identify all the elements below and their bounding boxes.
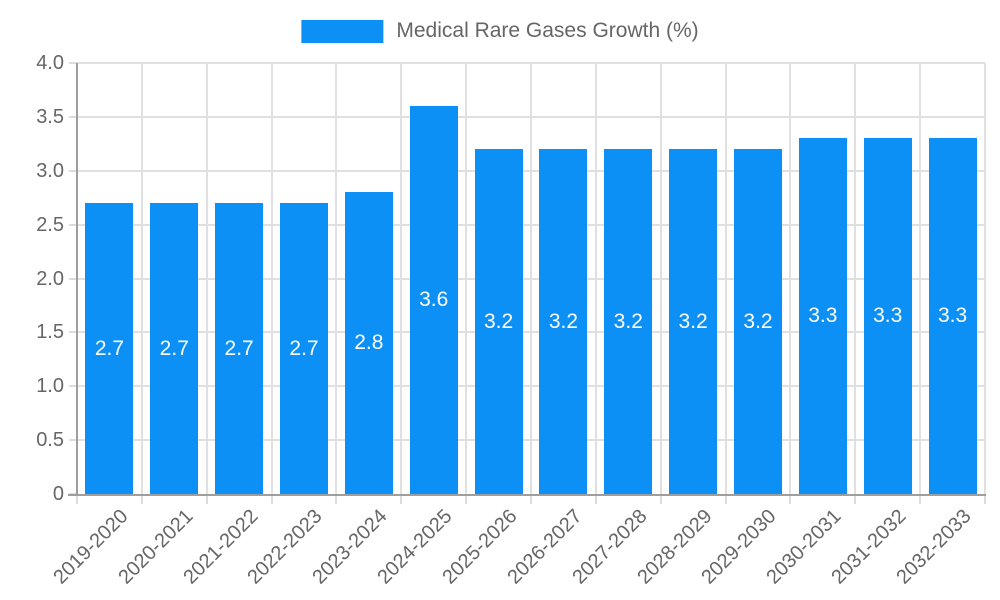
x-gridline <box>789 63 792 494</box>
bar[interactable] <box>539 149 588 494</box>
bar-value-label: 3.2 <box>613 309 643 333</box>
bar[interactable] <box>215 203 264 494</box>
y-tick-mark <box>69 169 77 172</box>
y-tick-mark <box>69 385 77 388</box>
bar[interactable] <box>85 203 134 494</box>
x-axis-line <box>68 494 986 496</box>
x-tick-mark <box>919 494 922 504</box>
x-tick-mark <box>400 494 403 504</box>
y-axis-tick-label: 4.0 <box>36 52 64 74</box>
y-axis-tick-label: 0.5 <box>36 429 64 452</box>
x-gridline <box>140 63 143 494</box>
x-tick-mark <box>465 494 468 504</box>
y-axis-tick-label: 1.0 <box>36 375 64 398</box>
x-tick-mark <box>530 494 532 504</box>
legend-item[interactable]: Medical Rare Gases Growth (%) <box>301 19 699 43</box>
y-axis-line <box>76 63 78 496</box>
bar[interactable] <box>798 138 847 494</box>
legend-label: Medical Rare Gases Growth (%) <box>396 19 699 42</box>
x-tick-mark <box>659 494 662 504</box>
bar-value-label: 3.2 <box>678 309 708 333</box>
bar-value-label: 3.3 <box>808 304 838 328</box>
x-gridline <box>594 63 597 494</box>
y-tick-mark <box>69 331 77 334</box>
y-axis-tick-label: 0 <box>52 483 64 505</box>
x-gridline <box>205 63 208 494</box>
x-gridline <box>530 63 532 494</box>
bar[interactable] <box>409 106 458 494</box>
bar[interactable] <box>734 149 782 494</box>
bar-value-label: 2.7 <box>159 336 189 360</box>
bar[interactable] <box>669 149 718 494</box>
bar-value-label: 2.7 <box>224 336 254 360</box>
bar[interactable] <box>604 149 653 494</box>
x-gridline <box>659 63 662 494</box>
x-tick-mark <box>984 494 986 504</box>
bar-value-label: 3.2 <box>483 309 514 333</box>
y-tick-mark <box>69 439 77 442</box>
bar-value-label: 2.7 <box>289 336 319 360</box>
y-axis-tick-label: 2.5 <box>36 213 64 236</box>
y-tick-mark <box>69 62 77 64</box>
y-tick-mark <box>69 223 77 226</box>
x-gridline <box>270 63 273 494</box>
x-tick-mark <box>76 494 78 504</box>
legend-swatch <box>301 19 384 43</box>
y-tick-mark <box>69 277 77 280</box>
bar[interactable] <box>150 203 199 494</box>
y-tick-mark <box>69 115 77 118</box>
y-axis-tick-label: 2.0 <box>36 267 64 290</box>
y-axis-tick-label: 3.0 <box>36 159 64 182</box>
bar[interactable] <box>863 138 912 494</box>
x-tick-mark <box>335 494 338 504</box>
x-tick-mark <box>594 494 597 504</box>
bar-value-label: 3.2 <box>548 309 579 333</box>
x-tick-mark <box>789 494 792 504</box>
x-gridline <box>919 63 922 494</box>
x-gridline <box>400 63 403 494</box>
x-tick-mark <box>205 494 208 504</box>
x-tick-mark <box>140 494 143 504</box>
y-axis-tick-label: 3.5 <box>36 105 64 128</box>
bar-value-label: 2.7 <box>94 336 125 360</box>
bar[interactable] <box>928 138 977 494</box>
bar-value-label: 3.3 <box>937 304 968 328</box>
bar[interactable] <box>474 149 523 494</box>
bar[interactable] <box>280 203 328 494</box>
x-tick-mark <box>854 494 857 504</box>
bar[interactable] <box>344 192 393 494</box>
x-gridline <box>724 63 727 494</box>
x-gridline <box>854 63 857 494</box>
x-gridline <box>335 63 338 494</box>
x-tick-mark <box>270 494 273 504</box>
bar-value-label: 3.3 <box>873 304 903 328</box>
bar-value-label: 3.2 <box>743 309 773 333</box>
bar-value-label: 2.8 <box>354 331 384 355</box>
y-axis-tick-label: 1.5 <box>36 321 64 344</box>
x-gridline <box>465 63 468 494</box>
bar-value-label: 3.6 <box>419 288 449 312</box>
x-gridline <box>984 63 986 494</box>
x-tick-mark <box>724 494 727 504</box>
